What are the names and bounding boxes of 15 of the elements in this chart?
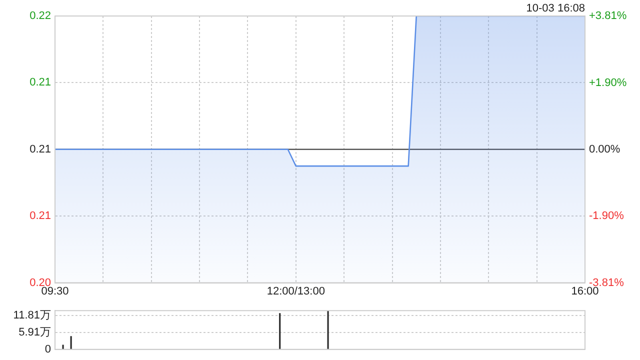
y2-tick-label: 0.00%: [589, 143, 620, 156]
y2-tick-label: -1.90%: [589, 210, 624, 222]
y-tick-label: 0: [44, 343, 51, 356]
text: 10-03 16:08: [526, 2, 585, 15]
y-tick-label: 0.21: [30, 76, 51, 89]
y-tick-label: 0.21: [30, 210, 51, 222]
y2-tick-label: +3.81%: [589, 10, 627, 22]
y-tick-label: 5.91万: [18, 326, 51, 338]
x-tick-label: 09:30: [41, 285, 69, 298]
y-tick-label: 11.81万: [13, 309, 51, 322]
x-tick-label: 16:00: [571, 285, 599, 298]
y-tick-label: 0.21: [30, 143, 51, 156]
x-tick-label: 12:00/13:00: [266, 285, 325, 298]
y2-tick-label: +1.90%: [589, 76, 627, 89]
y-tick-label: 0.22: [30, 10, 51, 22]
